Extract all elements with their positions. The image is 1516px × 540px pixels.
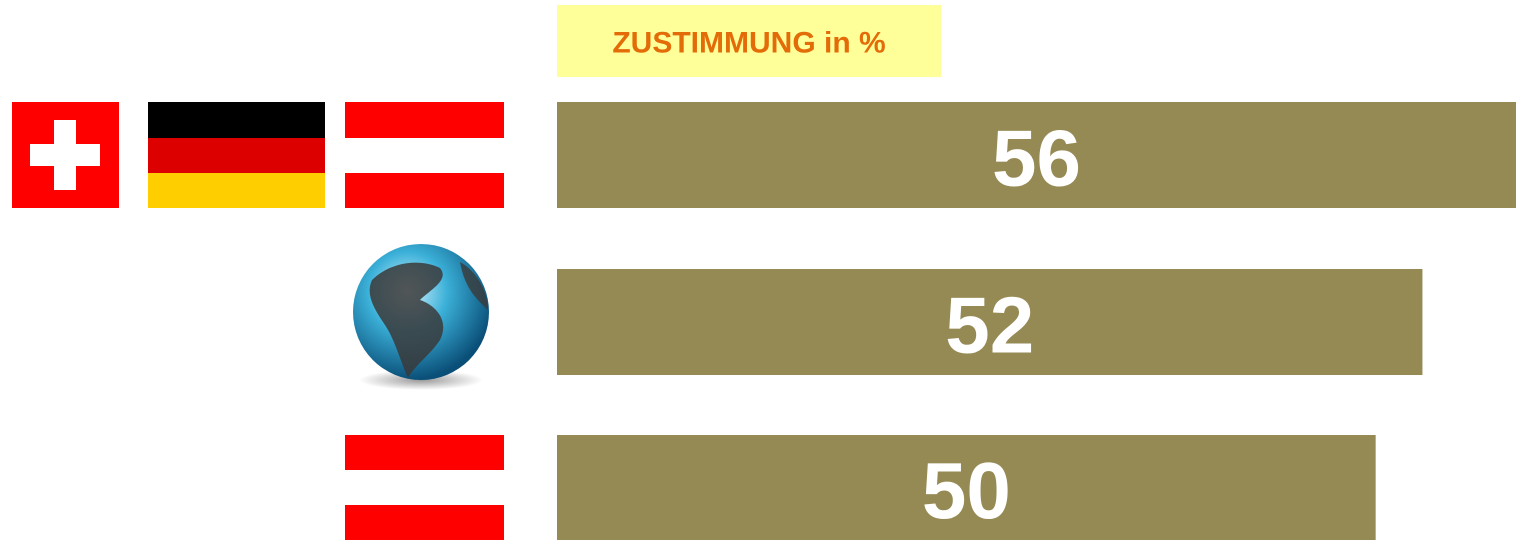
chart-title: ZUSTIMMUNG in % bbox=[612, 27, 885, 60]
flag-austria bbox=[345, 435, 504, 540]
value-label: 52 bbox=[945, 281, 1034, 370]
title-box bbox=[557, 5, 941, 77]
flag-germany bbox=[148, 102, 325, 208]
value-label: 56 bbox=[992, 114, 1081, 203]
globe-icon bbox=[353, 244, 489, 390]
bar bbox=[557, 269, 1423, 375]
bar bbox=[557, 102, 1516, 208]
bar bbox=[557, 435, 1376, 540]
flag-austria bbox=[345, 102, 504, 208]
value-label: 50 bbox=[922, 446, 1011, 535]
flag-switzerland bbox=[12, 102, 119, 208]
